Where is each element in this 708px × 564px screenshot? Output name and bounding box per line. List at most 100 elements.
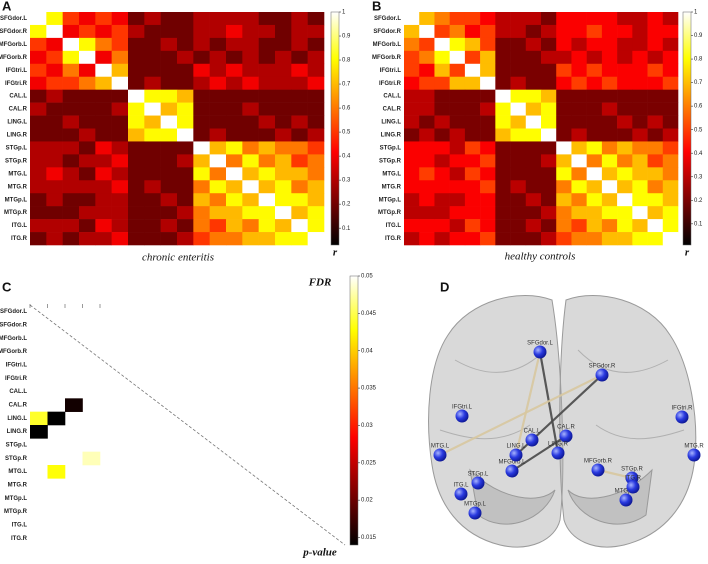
node-label: ITG.R	[625, 476, 642, 482]
heatmap-cell	[464, 89, 481, 103]
heatmap-cell	[480, 76, 496, 90]
heatmap-cell	[307, 63, 325, 78]
heatmap-cell	[480, 167, 496, 181]
heatmap-cell	[571, 37, 587, 52]
heatmap-cell	[177, 232, 194, 246]
row-label: MTGp.R	[4, 210, 28, 216]
heatmap-cell	[662, 154, 679, 168]
heatmap-cell	[30, 24, 47, 39]
heatmap-cell	[510, 63, 527, 78]
heatmap-cell	[404, 50, 420, 65]
heatmap-cell	[46, 128, 63, 142]
heatmap-cell	[144, 206, 161, 220]
heatmap-cell	[62, 232, 80, 246]
heatmap-cell	[556, 193, 572, 207]
heatmap-cell	[46, 232, 63, 246]
heatmap-cell	[601, 193, 618, 207]
heatmap-cell	[30, 232, 47, 246]
heatmap-cell	[647, 115, 664, 129]
row-label: MTGp.L	[379, 197, 402, 203]
row-label: MTG.L	[8, 171, 27, 177]
heatmap-cell	[464, 63, 481, 78]
heatmap-cell	[111, 128, 129, 142]
heatmap-cell	[111, 76, 129, 90]
heatmap-cell	[525, 167, 542, 181]
heatmap-cell	[128, 115, 145, 129]
panel-letter: B	[372, 0, 381, 13]
colorbar-tick-label: 0.035	[361, 386, 377, 392]
heatmap-cell	[226, 128, 243, 142]
row-label: LING.R	[381, 133, 402, 139]
brain-node	[433, 448, 447, 462]
heatmap-cell	[495, 12, 511, 26]
heatmap-cell	[647, 154, 664, 168]
heatmap-cell	[193, 167, 210, 181]
heatmap-cell	[177, 193, 194, 207]
heatmap-cell	[144, 12, 161, 26]
heatmap-cell	[632, 37, 648, 52]
heatmap-cell	[111, 167, 129, 181]
heatmap-cell	[419, 206, 435, 220]
heatmap-cell	[495, 128, 511, 142]
heatmap-cell	[258, 193, 276, 207]
heatmap-cell	[662, 128, 679, 142]
heatmap-cell	[258, 89, 276, 103]
heatmap-cell	[193, 219, 210, 233]
heatmap-cell	[647, 102, 664, 116]
row-label: MFGorb.L	[373, 42, 402, 48]
row-label: CAL.L	[383, 94, 401, 100]
heatmap-cell	[404, 115, 420, 129]
colorbar-tick-label: 0.5	[342, 130, 351, 136]
heatmap-cell	[556, 89, 572, 103]
heatmap-cell	[242, 206, 259, 220]
heatmap-cell	[209, 89, 227, 103]
heatmap-cell	[495, 219, 511, 233]
heatmap-cell	[62, 12, 80, 26]
heatmap-cell	[30, 141, 47, 155]
heatmap-cell	[242, 50, 259, 65]
heatmap-cell	[193, 63, 210, 78]
heatmap-cell	[30, 219, 47, 233]
brain-node	[551, 446, 565, 460]
colorbar-tick-label: 0.1	[342, 226, 351, 232]
heatmap-cell	[79, 219, 96, 233]
heatmap-cell	[209, 63, 227, 78]
heatmap-cell	[177, 115, 194, 129]
heatmap-cell	[525, 180, 542, 194]
heatmap-cell	[160, 63, 178, 78]
brain-outline	[428, 294, 697, 548]
heatmap-cell	[525, 89, 542, 103]
row-label: IFGtri.L	[6, 363, 28, 369]
heatmap-cell	[111, 206, 129, 220]
heatmap-cell	[193, 24, 210, 39]
heatmap-cell	[209, 206, 227, 220]
heatmap-cell	[95, 115, 112, 129]
heatmap-cell	[307, 76, 325, 90]
heatmap-cell	[209, 232, 227, 246]
colorbar-tick-label: 0.9	[694, 33, 703, 39]
row-label: IFGtri.R	[379, 81, 402, 87]
heatmap-cell	[242, 232, 259, 246]
heatmap-cell	[434, 206, 450, 220]
colorbar-tick-label: 0.015	[361, 535, 377, 541]
heatmap-cell	[647, 232, 664, 246]
heatmap-cell	[632, 76, 648, 90]
colorbar-tick-label: 0.7	[342, 82, 351, 88]
heatmap-cell	[404, 141, 420, 155]
heatmap-cell	[647, 141, 664, 155]
brain-node	[454, 487, 468, 501]
heatmap-cell	[275, 154, 292, 168]
heatmap-cell	[556, 63, 572, 78]
heatmap-cell	[556, 180, 572, 194]
heatmap-cell	[419, 219, 435, 233]
heatmap-cell	[525, 37, 542, 52]
node-label: STGp.R	[621, 467, 643, 473]
heatmap-cell	[525, 24, 542, 39]
heatmap-cell	[617, 37, 633, 52]
heatmap-cell	[307, 206, 325, 220]
heatmap-cell	[571, 102, 587, 116]
heatmap-cell	[632, 89, 648, 103]
node-label: IFGtri.R	[672, 406, 694, 412]
heatmap-cell	[209, 141, 227, 155]
heatmap-cell	[434, 50, 450, 65]
